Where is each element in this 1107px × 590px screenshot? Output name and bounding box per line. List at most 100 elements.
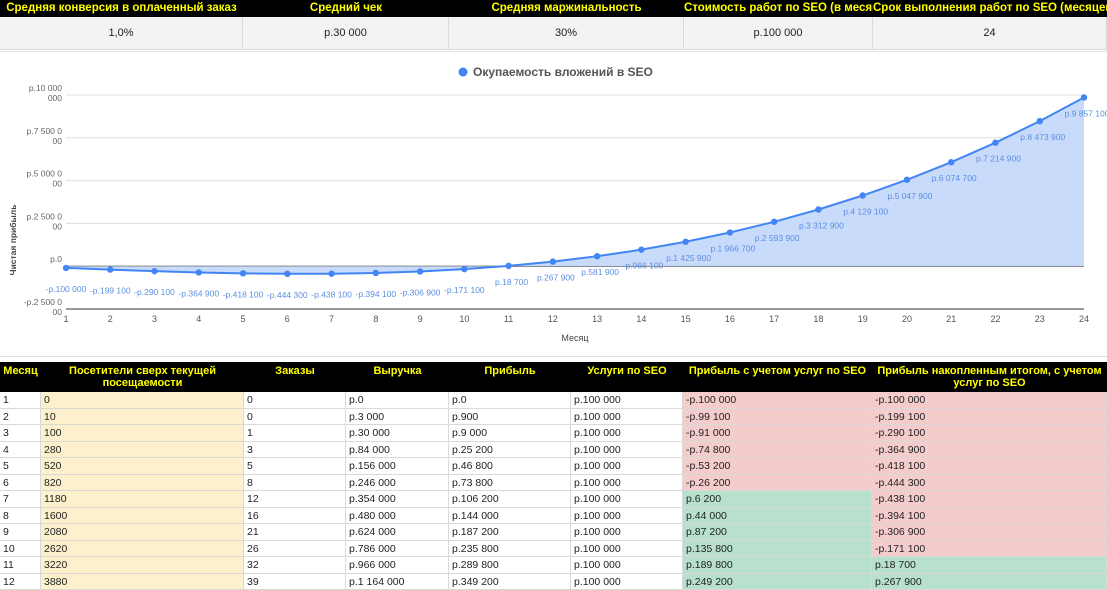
col-header-seo-services[interactable]: Услуги по SEO [571, 362, 683, 392]
table-cell[interactable]: 100 [41, 425, 244, 441]
table-cell[interactable]: р.100 000 [571, 557, 683, 573]
table-cell[interactable]: р.100 000 [571, 574, 683, 590]
table-cell[interactable]: р.100 000 [571, 524, 683, 540]
summary-value-margin[interactable]: 30% [449, 17, 684, 49]
table-cell[interactable]: -р.26 200 [683, 475, 872, 491]
summary-header-seo-term[interactable]: Срок выполнения работ по SEO (месяцев) [873, 0, 1107, 17]
summary-value-seo-term[interactable]: 24 [873, 17, 1107, 49]
table-cell[interactable]: -р.306 900 [872, 524, 1107, 540]
table-cell[interactable]: р.100 000 [571, 491, 683, 507]
summary-value-conversion[interactable]: 1,0% [0, 17, 243, 49]
chart-legend[interactable]: Окупаемость вложений в SEO [459, 65, 653, 79]
table-cell[interactable]: р.3 000 [346, 409, 449, 425]
data-point[interactable] [240, 270, 246, 276]
data-point[interactable] [727, 229, 733, 235]
table-cell[interactable]: 8 [244, 475, 346, 491]
table-cell[interactable]: р.106 200 [449, 491, 571, 507]
table-cell[interactable]: 32 [244, 557, 346, 573]
data-point[interactable] [328, 271, 334, 277]
table-cell[interactable]: 0 [244, 392, 346, 408]
summary-header-seo-cost[interactable]: Стоимость работ по SEO (в месяц) [684, 0, 873, 17]
summary-value-seo-cost[interactable]: р.100 000 [684, 17, 873, 49]
table-cell[interactable]: р.100 000 [571, 409, 683, 425]
table-cell[interactable]: 1180 [41, 491, 244, 507]
table-cell[interactable]: -р.91 000 [683, 425, 872, 441]
summary-header-margin[interactable]: Средняя маржинальность [449, 0, 684, 17]
table-cell[interactable]: -р.444 300 [872, 475, 1107, 491]
table-cell[interactable]: -р.100 000 [683, 392, 872, 408]
data-point[interactable] [196, 269, 202, 275]
table-cell[interactable]: р.966 000 [346, 557, 449, 573]
table-cell[interactable]: р.135 800 [683, 541, 872, 557]
table-cell[interactable]: р.73 800 [449, 475, 571, 491]
table-cell[interactable]: -р.171 100 [872, 541, 1107, 557]
table-cell[interactable]: р.0 [449, 392, 571, 408]
table-cell[interactable]: р.87 200 [683, 524, 872, 540]
table-cell[interactable]: -р.290 100 [872, 425, 1107, 441]
table-cell[interactable]: -р.99 100 [683, 409, 872, 425]
data-point[interactable] [63, 265, 69, 271]
table-cell[interactable]: 1 [0, 392, 41, 408]
data-point[interactable] [948, 159, 954, 165]
data-point[interactable] [771, 219, 777, 225]
table-cell[interactable]: р.249 200 [683, 574, 872, 590]
table-cell[interactable]: 280 [41, 442, 244, 458]
table-cell[interactable]: р.354 000 [346, 491, 449, 507]
data-point[interactable] [1037, 118, 1043, 124]
table-cell[interactable]: р.100 000 [571, 508, 683, 524]
table-cell[interactable]: 2 [0, 409, 41, 425]
table-cell[interactable]: 10 [0, 541, 41, 557]
table-cell[interactable]: р.0 [346, 392, 449, 408]
table-cell[interactable]: 12 [0, 574, 41, 590]
table-cell[interactable]: 3220 [41, 557, 244, 573]
col-header-cumulative-profit[interactable]: Прибыль накопленным итогом, с учетом усл… [872, 362, 1107, 392]
table-cell[interactable]: р.187 200 [449, 524, 571, 540]
table-cell[interactable]: р.18 700 [872, 557, 1107, 573]
table-cell[interactable]: 0 [41, 392, 244, 408]
table-cell[interactable]: р.1 164 000 [346, 574, 449, 590]
table-cell[interactable]: р.84 000 [346, 442, 449, 458]
data-point[interactable] [151, 268, 157, 274]
table-cell[interactable]: -р.100 000 [872, 392, 1107, 408]
data-point[interactable] [1081, 94, 1087, 100]
data-point[interactable] [107, 266, 113, 272]
col-header-orders[interactable]: Заказы [244, 362, 346, 392]
table-cell[interactable]: 520 [41, 458, 244, 474]
table-cell[interactable]: -р.364 900 [872, 442, 1107, 458]
data-point[interactable] [594, 253, 600, 259]
table-cell[interactable]: р.9 000 [449, 425, 571, 441]
table-cell[interactable]: 12 [244, 491, 346, 507]
table-cell[interactable]: р.900 [449, 409, 571, 425]
table-cell[interactable]: 820 [41, 475, 244, 491]
data-point[interactable] [682, 239, 688, 245]
table-cell[interactable]: 1600 [41, 508, 244, 524]
table-cell[interactable]: р.100 000 [571, 425, 683, 441]
table-cell[interactable]: р.246 000 [346, 475, 449, 491]
table-cell[interactable]: 11 [0, 557, 41, 573]
table-cell[interactable]: р.786 000 [346, 541, 449, 557]
table-cell[interactable]: 5 [0, 458, 41, 474]
table-cell[interactable]: 1 [244, 425, 346, 441]
table-cell[interactable]: р.100 000 [571, 475, 683, 491]
table-cell[interactable]: р.100 000 [571, 458, 683, 474]
table-cell[interactable]: 4 [0, 442, 41, 458]
summary-value-avg-check[interactable]: р.30 000 [243, 17, 449, 49]
table-cell[interactable]: 7 [0, 491, 41, 507]
table-cell[interactable]: р.100 000 [571, 392, 683, 408]
col-header-revenue[interactable]: Выручка [346, 362, 449, 392]
table-cell[interactable]: р.235 800 [449, 541, 571, 557]
table-cell[interactable]: р.25 200 [449, 442, 571, 458]
table-cell[interactable]: -р.53 200 [683, 458, 872, 474]
table-cell[interactable]: р.46 800 [449, 458, 571, 474]
data-point[interactable] [284, 271, 290, 277]
data-point[interactable] [815, 206, 821, 212]
data-point[interactable] [505, 263, 511, 269]
